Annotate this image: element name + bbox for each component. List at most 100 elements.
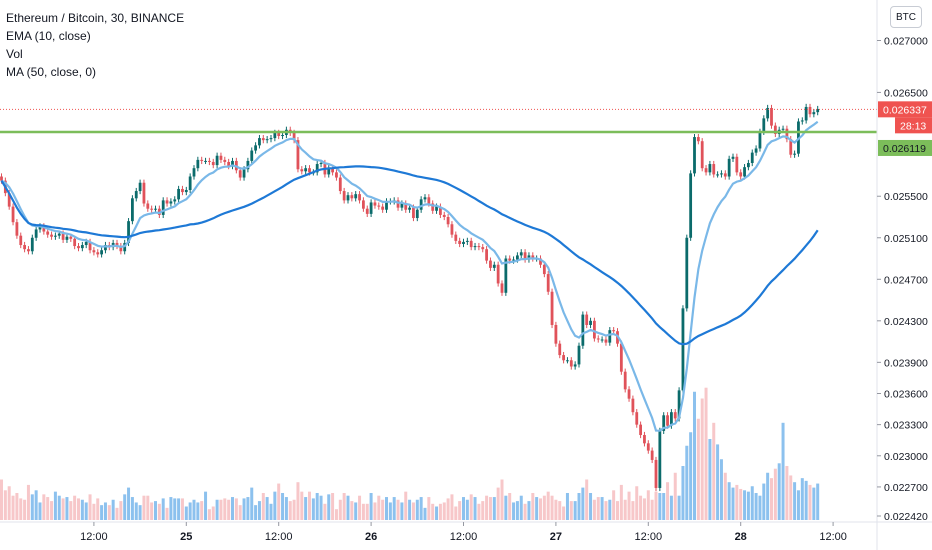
- candle-body: [119, 246, 123, 252]
- candle-body: [242, 169, 246, 178]
- volume-bar: [115, 507, 119, 520]
- candle-body: [446, 216, 450, 225]
- candle-body: [165, 200, 169, 204]
- candle-body: [554, 324, 558, 344]
- candle-body: [46, 231, 50, 235]
- volume-bar: [492, 497, 496, 520]
- volume-bar: [377, 495, 381, 520]
- candle-body: [643, 435, 646, 444]
- volume-bar: [465, 499, 469, 520]
- volume-bar: [519, 495, 523, 520]
- volume-bar: [411, 502, 415, 520]
- candle-body: [385, 201, 388, 210]
- candle-body: [673, 412, 677, 419]
- volume-bar: [500, 479, 504, 520]
- y-tick-label: 0.022420: [884, 511, 928, 523]
- volume-bar: [415, 499, 419, 520]
- volume-bar: [38, 502, 42, 520]
- candle-body: [492, 264, 496, 268]
- volume-bar: [785, 466, 789, 520]
- volume-bar: [804, 480, 808, 520]
- x-tick-label: 25: [180, 531, 192, 543]
- candle-body: [192, 168, 196, 177]
- candle-body: [485, 249, 488, 261]
- candle-body: [100, 250, 103, 255]
- candle-body: [261, 138, 265, 141]
- volume-bar: [65, 497, 69, 520]
- volume-bar: [723, 472, 727, 520]
- volume-bar: [473, 497, 477, 520]
- candle-body: [92, 250, 96, 253]
- candle-body: [423, 197, 427, 200]
- candle-body: [219, 155, 223, 160]
- volume-bar: [677, 495, 681, 520]
- candle-body: [350, 195, 354, 199]
- candle-body: [704, 168, 708, 173]
- indicator-ma-label: MA (50, close, 0): [6, 65, 97, 79]
- candle-body: [693, 137, 696, 174]
- volume-bar: [754, 493, 758, 520]
- candle-body: [177, 188, 180, 200]
- volume-bar: [608, 499, 612, 520]
- candle-body: [204, 160, 207, 162]
- candle-body: [196, 159, 200, 169]
- candle-body: [727, 158, 731, 177]
- candle-body: [315, 164, 319, 173]
- volume-bar: [273, 491, 277, 520]
- candle-body: [377, 205, 381, 207]
- candle-body: [743, 167, 746, 177]
- candle-body: [758, 131, 762, 149]
- candle-body: [512, 259, 515, 261]
- candle-body: [246, 160, 250, 170]
- candle-body: [431, 203, 435, 211]
- candle-body: [612, 330, 616, 332]
- volume-bar: [142, 495, 146, 520]
- volume-bar: [188, 502, 192, 520]
- volume-bar: [277, 483, 281, 520]
- currency-button[interactable]: BTC: [890, 6, 922, 28]
- volume-bar: [423, 507, 427, 520]
- candle-body: [762, 118, 766, 132]
- volume-bar: [504, 495, 508, 520]
- volume-bar: [80, 499, 84, 520]
- volume-bar: [323, 503, 327, 520]
- x-tick-label: 26: [365, 531, 377, 543]
- volume-bar: [192, 499, 196, 520]
- volume-bar: [361, 503, 365, 520]
- candle-body: [400, 203, 404, 208]
- candle-body: [523, 252, 527, 260]
- candle-body: [200, 159, 204, 161]
- candle-body: [54, 235, 57, 237]
- volume-bar: [265, 497, 269, 520]
- candle-body: [173, 199, 177, 202]
- y-tick-label: 0.026500: [884, 87, 928, 99]
- candle-body: [766, 107, 770, 119]
- candle-body: [227, 161, 231, 167]
- candle-body: [427, 197, 431, 204]
- volume-bar: [119, 501, 123, 520]
- volume-bar: [508, 493, 512, 520]
- volume-bar: [596, 497, 600, 520]
- candle-body: [258, 138, 261, 146]
- volume-bar: [396, 499, 400, 520]
- volume-bar: [481, 501, 485, 520]
- candle-body: [454, 234, 458, 241]
- candle-body: [700, 141, 704, 169]
- candle-body: [73, 238, 77, 247]
- volume-bar: [134, 502, 138, 520]
- volume-bar: [88, 494, 92, 520]
- candle-body: [396, 200, 400, 208]
- volume-bar: [300, 491, 304, 520]
- volume-bar: [385, 497, 388, 520]
- candle-body: [435, 206, 438, 211]
- y-tick-label: 0.025100: [884, 233, 928, 245]
- volume-bar: [165, 507, 169, 520]
- volume-bar: [650, 499, 654, 520]
- candle-body: [27, 249, 30, 252]
- candle-body: [65, 236, 69, 240]
- candle-body: [419, 199, 423, 210]
- volume-bar: [77, 498, 80, 520]
- candle-body: [342, 191, 346, 201]
